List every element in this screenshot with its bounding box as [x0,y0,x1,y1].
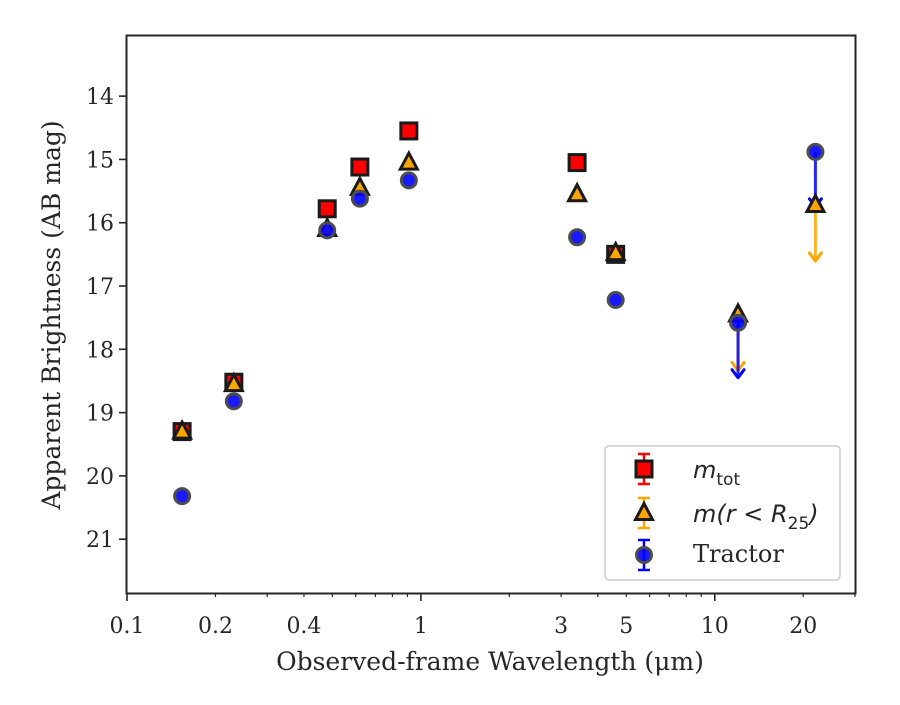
point-m-r25 [604,240,627,262]
upper-limit-arrow-head [807,251,823,263]
x-tick-label: 10 [701,614,729,639]
legend-marker-tractor [635,546,653,564]
point-tractor [318,221,337,240]
legend-label-m-r25-suffix: ) [807,500,818,528]
x-tick-label: 0.1 [110,614,145,639]
legend-label-m-r25-prefix: m(r < R [693,500,788,528]
point-m-r25 [804,192,827,213]
x-tick-label: 1 [414,614,428,639]
point-m-r25 [222,371,245,393]
legend-markers [633,452,655,572]
point-mtot [399,121,419,141]
plot-area-frame [125,34,857,595]
legend: mtot m(r < R25) Tractor [604,445,841,581]
x-tick-label: 0.4 [286,614,321,639]
legend-label-mtot: mtot [693,456,740,490]
y-axis-label: Apparent Brightness (AB mag) [37,120,66,510]
x-tick-label: 5 [619,614,633,639]
legend-label-tractor: Tractor [693,540,784,568]
legend-marker-m-r25 [633,500,655,521]
tick-layer: 0.1 0.2 0.4 1 3 5 10 20 14 15 16 17 18 19 20 21 [86,85,856,639]
point-tractor [399,171,418,190]
point-tractor [729,313,748,332]
point-tractor [224,392,243,411]
legend-label-m-r25: m(r < R25) [693,500,819,534]
point-mtot [317,199,337,219]
x-tick-label: 3 [554,614,568,639]
point-tractor [606,290,625,309]
point-mtot [567,153,587,173]
point-mtot [350,157,370,177]
point-tractor [806,142,825,161]
point-tractor [568,228,587,247]
point-m-r25 [397,149,420,171]
y-tick-label: 14 [86,85,114,110]
upper-limit-arrow-head [730,368,746,380]
legend-label-mtot-sub: tot [716,470,740,490]
y-tick-label: 20 [86,465,114,490]
y-tick-label: 16 [86,212,114,237]
y-tick-label: 15 [86,148,114,173]
x-tick-label: 20 [789,614,817,639]
y-tick-label: 17 [86,275,114,300]
legend-frame [604,445,841,581]
legend-marker-mtot [634,459,654,479]
y-tick-label: 19 [86,402,114,427]
legend-label-m-r25-sub: 25 [788,514,810,534]
point-tractor [350,189,369,208]
y-tick-label: 21 [86,528,114,553]
x-tick-label: 0.2 [198,614,233,639]
point-m-r25 [171,418,194,440]
y-tick-label: 18 [86,338,114,363]
point-m-r25 [566,181,589,203]
data-marks [171,121,827,506]
point-tractor [173,487,192,506]
x-axis-label: Observed-frame Wavelength (μm) [276,647,704,676]
legend-label-mtot-base: m [693,456,716,484]
